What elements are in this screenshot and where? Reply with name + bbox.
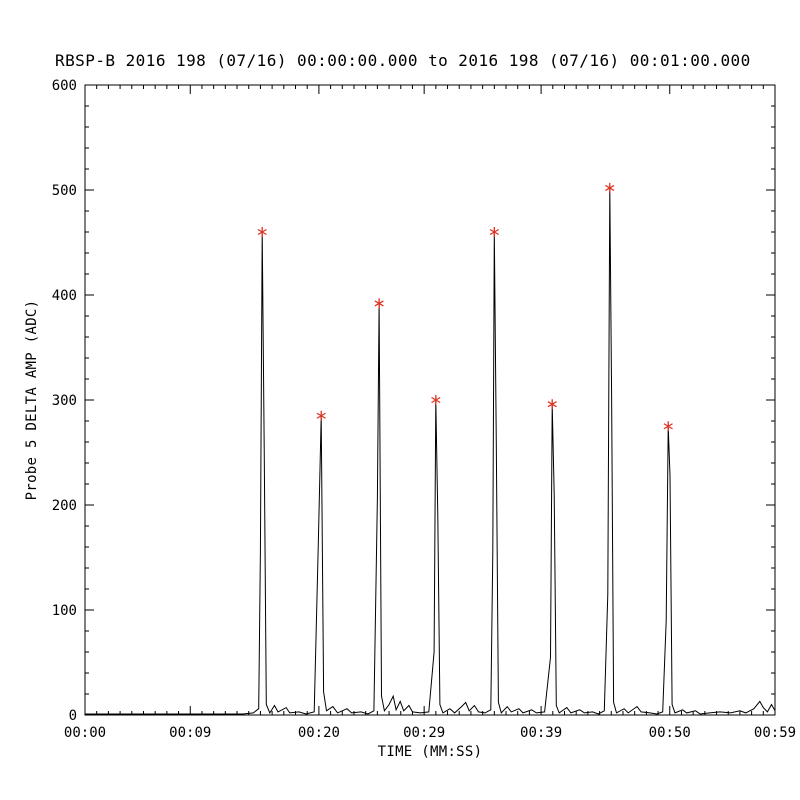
peak-marker [257,227,267,237]
peak-marker [489,227,499,237]
x-tick-label: 00:20 [298,725,340,741]
x-tick-label: 00:09 [169,725,211,741]
x-tick-label: 00:39 [520,725,562,741]
x-tick-label: 00:50 [649,725,691,741]
peak-marker [431,395,441,405]
y-tick-label: 500 [52,183,77,199]
x-axis-label: TIME (MM:SS) [377,744,483,760]
y-tick-label: 200 [52,498,77,514]
peak-marker [316,410,326,421]
y-tick-label: 600 [52,78,77,94]
x-tick-label: 00:29 [403,725,445,741]
y-tick-label: 0 [69,708,77,724]
x-tick-label: 00:59 [754,725,796,741]
plot-title: RBSP-B 2016 198 (07/16) 00:00:00.000 to … [55,51,751,70]
peak-marker [663,421,673,432]
peak-marker [547,399,557,410]
x-tick-label: 00:00 [64,725,106,741]
y-tick-label: 400 [52,288,77,304]
data-line [85,187,776,715]
y-tick-label: 300 [52,393,77,409]
peak-marker [374,298,384,309]
y-tick-label: 100 [52,603,77,619]
peak-marker [605,182,615,193]
